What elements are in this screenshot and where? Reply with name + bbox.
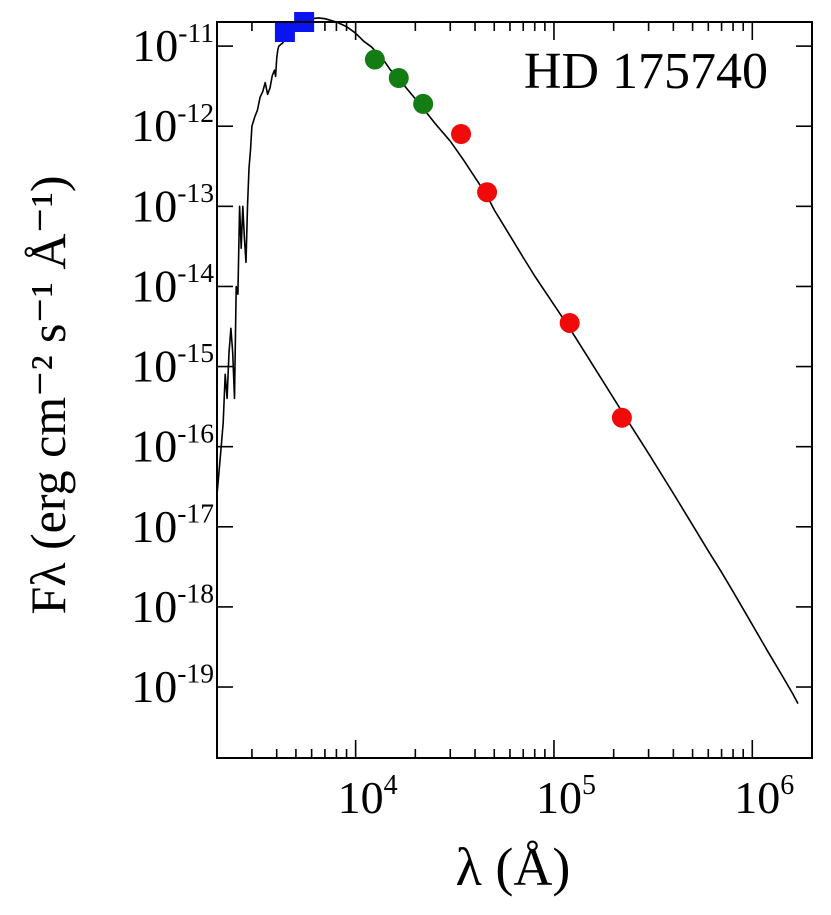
y-tick-label: 10-16 [131, 417, 214, 471]
circle-marker [611, 407, 632, 428]
square-marker [274, 22, 295, 43]
axis-ticks [216, 22, 813, 758]
circle-marker [559, 312, 580, 333]
model-sed-curve [216, 17, 799, 704]
x-axis-label: λ (Å) [456, 837, 571, 897]
y-tick-label: 10-15 [131, 337, 214, 391]
y-tick-label: 10-13 [131, 177, 214, 231]
y-tick-label: 10-11 [132, 17, 214, 71]
y-tick-label: 10-12 [131, 97, 214, 151]
circle-marker [388, 67, 409, 88]
circle-marker [413, 93, 434, 114]
x-tick-label: 106 [734, 770, 794, 823]
axis-tick-labels: 10-11 10-12 10-13 10-14 10-15 10-16 10-17 10-18… [131, 17, 794, 823]
chart-title: HD 175740 [524, 43, 768, 100]
circle-marker [364, 49, 385, 70]
circle-marker [451, 123, 472, 144]
circle-marker [477, 182, 498, 203]
plot-frame [216, 21, 813, 759]
y-tick-label: 10-17 [131, 497, 214, 551]
photometry-markers [274, 12, 632, 428]
y-tick-label: 10-18 [131, 578, 214, 632]
y-tick-label: 10-14 [131, 257, 214, 311]
x-tick-label: 105 [536, 770, 596, 823]
y-axis-label: Fλ (erg cm⁻² s⁻¹ Å⁻¹) [20, 175, 76, 614]
x-tick-label: 104 [338, 770, 398, 823]
y-tick-label: 10-19 [131, 658, 214, 712]
